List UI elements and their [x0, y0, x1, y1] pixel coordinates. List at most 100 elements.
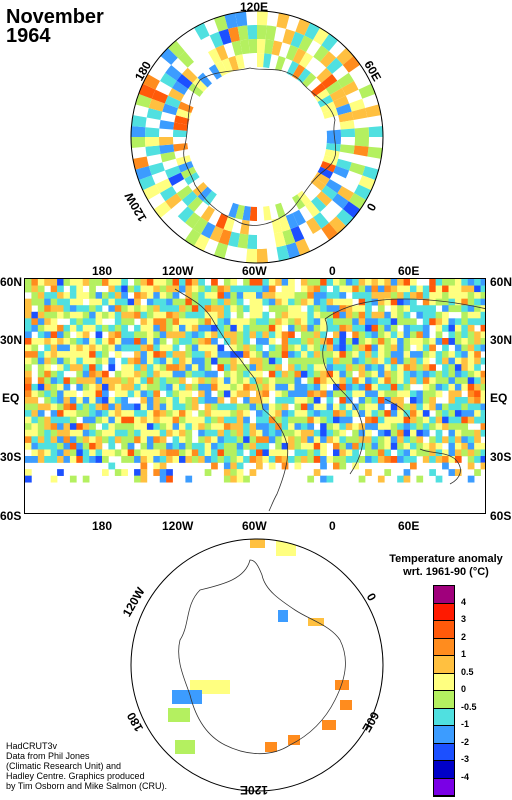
anomaly-cell — [82, 331, 90, 339]
anomaly-cell — [146, 357, 154, 365]
anomaly-cell — [230, 338, 238, 345]
anomaly-cell — [288, 351, 295, 358]
anomaly-cell — [121, 298, 128, 306]
anomaly-cell — [89, 429, 96, 437]
anomaly-cell — [179, 285, 186, 293]
anomaly-cell — [134, 331, 141, 339]
anomaly-cell — [397, 383, 404, 391]
anomaly-cell — [467, 331, 475, 339]
anomaly-cell — [248, 39, 257, 54]
anomaly-cell — [217, 292, 225, 299]
anomaly-cell — [95, 429, 103, 437]
anomaly-cell — [198, 416, 205, 424]
anomaly-cell — [153, 390, 161, 398]
anomaly-cell — [140, 449, 148, 457]
anomaly-cell — [217, 377, 225, 385]
anomaly-cell — [153, 429, 161, 437]
anomaly-cell — [467, 324, 475, 332]
anomaly-cell — [275, 442, 282, 450]
anomaly-cell — [198, 442, 205, 450]
anomaly-cell — [294, 383, 302, 391]
anomaly-cell — [159, 279, 167, 286]
anomaly-cell — [159, 436, 167, 444]
anomaly-cell — [345, 436, 353, 444]
anomaly-cell — [236, 331, 244, 339]
anomaly-cell — [44, 429, 51, 437]
anomaly-cell — [354, 137, 369, 147]
anomaly-cell — [480, 442, 485, 450]
anomaly-cell — [281, 442, 289, 450]
anomaly-cell — [160, 72, 177, 88]
anomaly-cell — [474, 292, 481, 299]
legend-tick-label: -3 — [461, 754, 470, 764]
anomaly-cell — [127, 318, 135, 326]
anomaly-cell — [159, 137, 174, 146]
anomaly-cell — [339, 436, 347, 444]
anomaly-cell — [313, 377, 321, 385]
anomaly-cell — [76, 357, 84, 365]
anomaly-cell — [365, 364, 372, 372]
anomaly-cell — [159, 403, 167, 411]
anomaly-cell — [390, 351, 398, 358]
anomaly-cell — [333, 351, 340, 358]
anomaly-cell — [31, 403, 39, 411]
anomaly-cell — [153, 383, 161, 391]
anomaly-cell — [310, 196, 327, 213]
anomaly-cell — [89, 383, 96, 391]
anomaly-cell — [326, 364, 334, 372]
lat-label-left-60s: 60S — [0, 509, 22, 523]
anomaly-cell — [275, 423, 282, 431]
anomaly-cell — [204, 324, 212, 332]
anomaly-cell — [403, 475, 411, 483]
anomaly-cell — [467, 370, 475, 378]
anomaly-cell — [256, 410, 263, 417]
anomaly-cell — [63, 344, 71, 352]
anomaly-cell — [256, 403, 263, 411]
anomaly-cell — [211, 331, 218, 339]
anomaly-cell — [172, 324, 180, 332]
anomaly-cell — [249, 377, 257, 385]
anomaly-cell — [390, 331, 398, 339]
anomaly-cell — [140, 436, 148, 444]
anomaly-cell — [275, 298, 282, 306]
anomaly-cell — [257, 25, 267, 40]
anomaly-cell — [371, 344, 379, 352]
anomaly-cell — [223, 423, 231, 431]
anomaly-cell — [313, 429, 321, 437]
anomaly-cell — [211, 344, 218, 352]
anomaly-cell — [127, 456, 135, 463]
anomaly-cell — [185, 351, 193, 358]
anomaly-cell — [121, 357, 128, 365]
anomaly-cell — [397, 475, 404, 483]
anomaly-cell — [31, 344, 39, 352]
anomaly-cell — [358, 436, 366, 444]
anomaly-cell — [146, 311, 154, 319]
anomaly-cell — [410, 397, 417, 404]
anomaly-cell — [294, 462, 302, 470]
anomaly-cell — [429, 449, 436, 457]
anomaly-cell — [325, 143, 341, 152]
anomaly-cell — [308, 618, 324, 626]
anomaly-cell — [345, 456, 353, 463]
anomaly-cell — [288, 442, 295, 450]
anomaly-cell — [172, 370, 180, 378]
anomaly-cell — [377, 285, 385, 293]
anomaly-cell — [305, 201, 320, 218]
anomaly-cell — [191, 357, 199, 365]
anomaly-cell — [281, 344, 289, 352]
anomaly-cell — [37, 298, 45, 306]
legend-tick-label: -2 — [461, 736, 470, 747]
anomaly-cell — [397, 403, 404, 411]
anomaly-cell — [204, 390, 212, 398]
anomaly-cell — [333, 357, 340, 365]
anomaly-cell — [336, 47, 354, 66]
anomaly-cell — [410, 331, 417, 339]
anomaly-cell — [256, 331, 263, 339]
anomaly-cell — [44, 351, 51, 358]
anomaly-cell — [422, 442, 430, 450]
anomaly-cell — [153, 423, 161, 431]
anomaly-cell — [134, 383, 141, 391]
anomaly-cell — [89, 279, 96, 286]
anomaly-cell — [377, 279, 385, 286]
anomaly-cell — [358, 324, 366, 332]
